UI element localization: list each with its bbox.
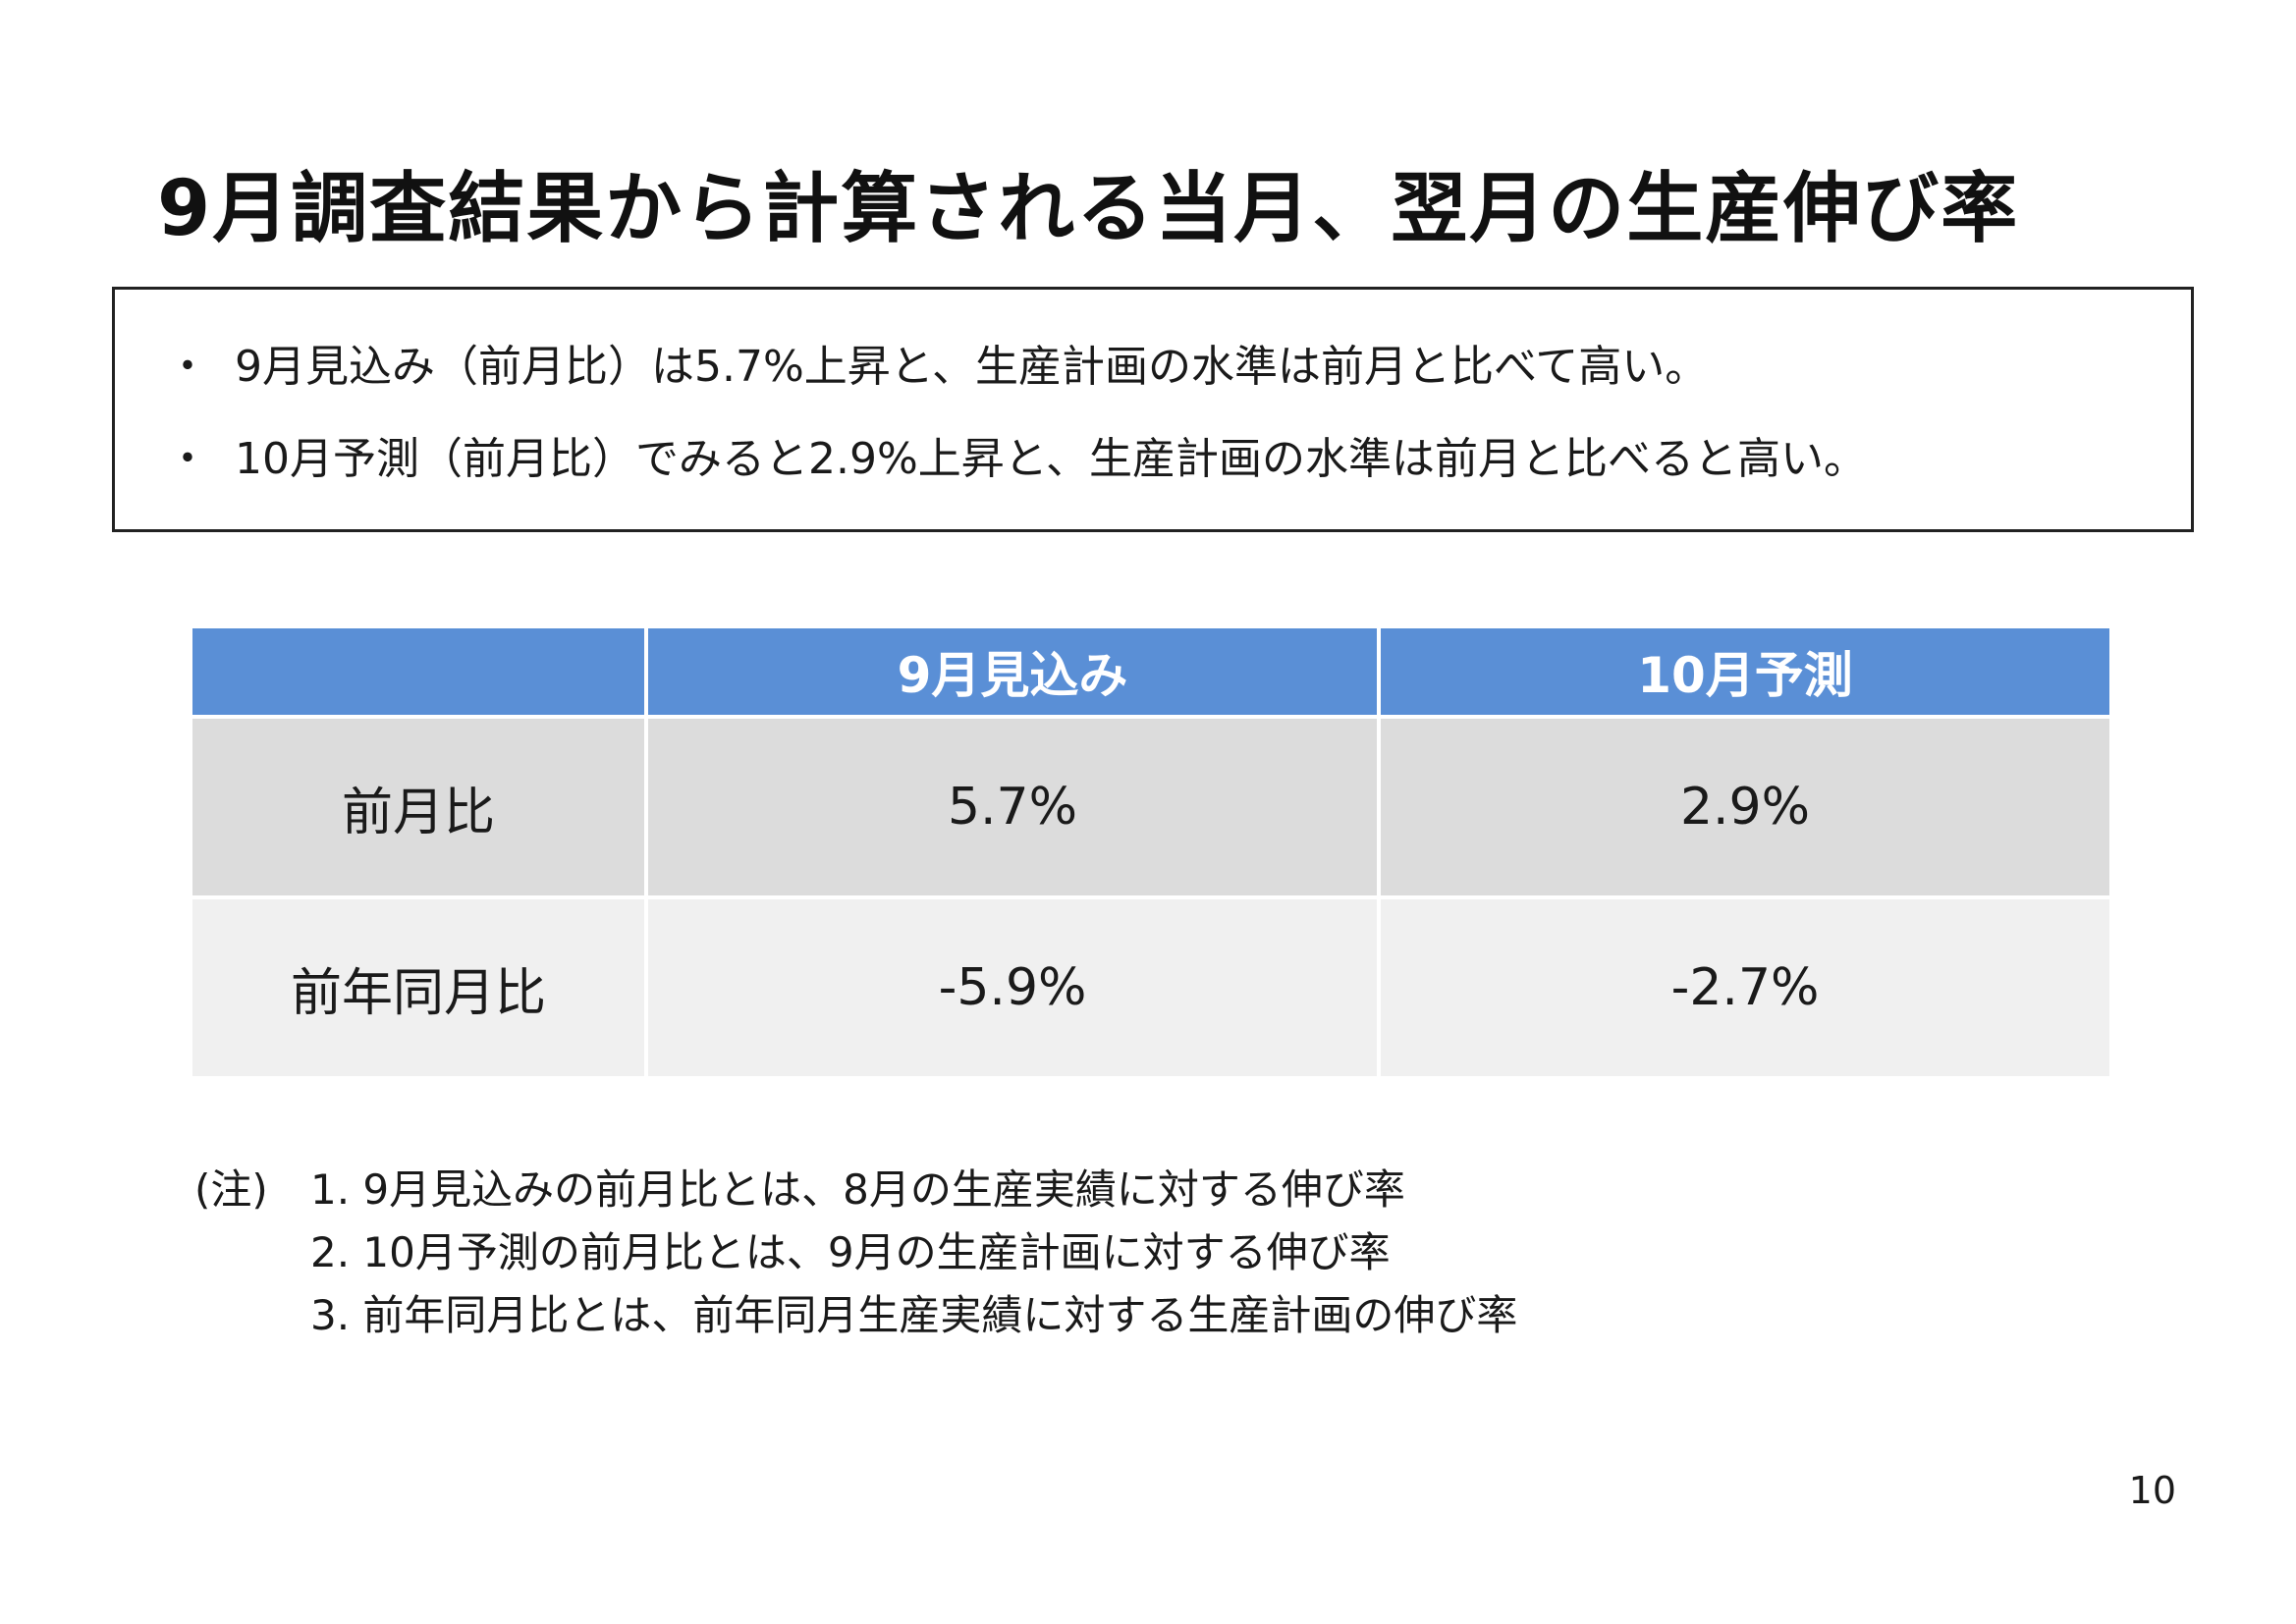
table-cell: 2.9% <box>1377 715 2113 899</box>
bullet-marker: ・ <box>166 434 209 484</box>
table-row: 前月比 5.7% 2.9% <box>189 715 2113 899</box>
table-header-row: 9月見込み 10月予測 <box>189 624 2113 719</box>
note-line: (注) 1. 9月見込みの前月比とは、8月の生産実績に対する伸び率 <box>194 1157 1517 1219</box>
table-header-empty <box>189 624 648 719</box>
table-cell: 5.7% <box>644 715 1381 899</box>
note-text: 2. 10月予測の前月比とは、9月の生産計画に対する伸び率 <box>310 1228 1391 1276</box>
page-title: 9月調査結果から計算される当月、翌月の生産伸び率 <box>157 165 2020 253</box>
row-label: 前月比 <box>189 715 648 899</box>
table-header-october-forecast: 10月予測 <box>1377 624 2113 719</box>
table-cell: -2.7% <box>1377 895 2113 1080</box>
note-line: 2. 10月予測の前月比とは、9月の生産計画に対する伸び率 <box>194 1219 1517 1282</box>
table-cell: -5.9% <box>644 895 1381 1080</box>
summary-box: ・ 9月見込み（前月比）は5.7%上昇と、生産計画の水準は前月と比べて高い。 ・ 1… <box>112 287 2194 532</box>
notes-section: (注) 1. 9月見込みの前月比とは、8月の生産実績に対する伸び率 2. 10月予… <box>194 1157 1517 1345</box>
summary-item: ・ 9月見込み（前月比）は5.7%上昇と、生産計画の水準は前月と比べて高い。 <box>166 331 1708 394</box>
notes-prefix: (注) <box>194 1165 268 1214</box>
growth-rate-table: 9月見込み 10月予測 前月比 5.7% 2.9% 前年同月比 -5.9% -2… <box>189 624 2113 1080</box>
bullet-marker: ・ <box>166 342 209 392</box>
note-line: 3. 前年同月比とは、前年同月生産実績に対する生産計画の伸び率 <box>194 1282 1517 1345</box>
note-text: 3. 前年同月比とは、前年同月生産実績に対する生産計画の伸び率 <box>310 1291 1518 1339</box>
note-text: 1. 9月見込みの前月比とは、8月の生産実績に対する伸び率 <box>310 1165 1405 1214</box>
summary-item-text: 9月見込み（前月比）は5.7%上昇と、生産計画の水準は前月と比べて高い。 <box>235 342 1709 392</box>
summary-item-text: 10月予測（前月比）でみると2.9%上昇と、生産計画の水準は前月と比べると高い。 <box>235 434 1868 484</box>
table-row: 前年同月比 -5.9% -2.7% <box>189 895 2113 1080</box>
table-header-september-outlook: 9月見込み <box>644 624 1381 719</box>
summary-item: ・ 10月予測（前月比）でみると2.9%上昇と、生産計画の水準は前月と比べると高い… <box>166 423 1867 486</box>
page-number: 10 <box>2128 1469 2176 1512</box>
row-label: 前年同月比 <box>189 895 648 1080</box>
